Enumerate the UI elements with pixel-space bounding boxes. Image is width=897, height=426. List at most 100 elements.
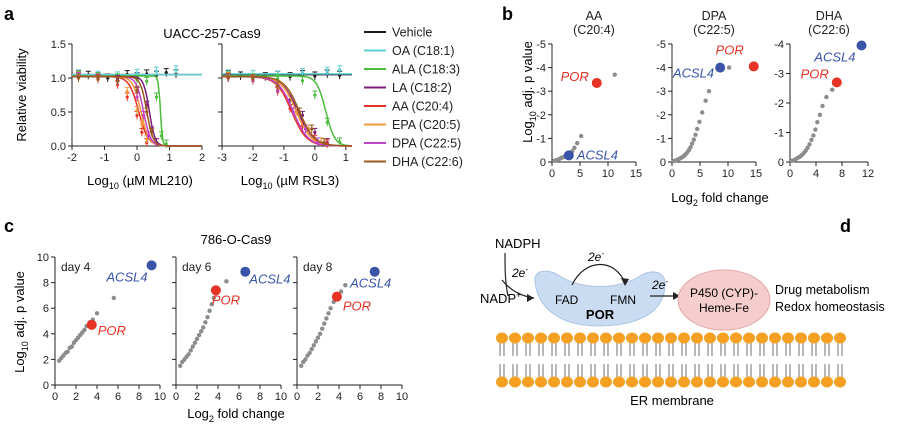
lipid-head — [561, 376, 573, 388]
lipid-head — [600, 332, 612, 344]
gene-point — [178, 363, 183, 368]
gene-point — [700, 110, 705, 115]
x-tick-label: 2 — [199, 152, 205, 164]
y-tick-label: 0 — [540, 157, 546, 169]
dose-point — [141, 113, 146, 117]
y-tick-label: -3 — [656, 86, 666, 98]
lipid-head — [665, 376, 677, 388]
lipid-head — [782, 332, 794, 344]
lipid-head — [717, 376, 729, 388]
x-tick-label: 2 — [315, 391, 321, 403]
gene-point — [190, 344, 195, 349]
volcano-title: DHA — [816, 9, 843, 23]
dose-point — [135, 71, 139, 75]
lipid-head — [522, 376, 534, 388]
gene-point — [205, 314, 210, 320]
lipid-head — [743, 332, 755, 344]
gene-point — [192, 340, 198, 345]
gene-point — [196, 332, 202, 338]
highlight-point — [331, 291, 342, 302]
lipid-head — [795, 332, 807, 344]
y-tick-label: -2 — [774, 98, 784, 110]
lipid-head — [600, 376, 612, 388]
volcano-subtitle: (C22:5) — [693, 23, 735, 37]
dose-point — [125, 90, 129, 94]
panel-c-letter: c — [4, 216, 14, 236]
dose-curve — [222, 75, 352, 147]
electron-label-3: 2e- — [651, 277, 668, 292]
lipid-head — [834, 376, 846, 388]
dose-point — [303, 127, 308, 131]
x-tick-label: 10 — [722, 168, 734, 180]
dose-curve — [72, 75, 202, 147]
dose-point — [145, 110, 149, 114]
gene-point — [813, 127, 818, 132]
y-tick-label: 4 — [43, 329, 49, 341]
dose-point — [154, 95, 159, 99]
gene-point — [211, 295, 216, 301]
highlight-label: POR — [343, 299, 371, 314]
panel-c-xlabel: Log2 fold change — [187, 406, 285, 424]
gene-point — [338, 289, 344, 294]
nadph-arrow — [504, 252, 509, 297]
dose-point — [164, 70, 168, 75]
gene-point — [303, 357, 308, 362]
panel-a-title: UACC-257-Cas9 — [163, 26, 261, 41]
dose-point — [140, 122, 144, 126]
dose-point — [251, 77, 255, 81]
y-tick-label: 0 — [43, 380, 49, 392]
gene-point — [726, 65, 732, 70]
gene-point — [320, 326, 325, 331]
lipid-head — [756, 332, 768, 344]
lipid-head — [717, 332, 729, 344]
gene-point — [706, 89, 712, 94]
dose-point — [146, 134, 150, 138]
lipid-head — [808, 376, 820, 388]
gene-point — [199, 329, 204, 334]
dose-point — [145, 137, 149, 141]
gene-point — [612, 72, 617, 77]
electron-label-1: 2e- — [511, 265, 528, 280]
y-tick-label: -2 — [536, 110, 546, 122]
x-tick-label: 0 — [294, 391, 300, 403]
highlight-label: ACSL4 — [576, 147, 618, 162]
lipid-head — [678, 332, 690, 344]
highlight-point — [591, 77, 602, 88]
panel-b-xlabel: Log2 fold change — [671, 190, 769, 208]
x-tick-label: 0 — [787, 168, 793, 180]
dose-point — [313, 74, 317, 78]
panel-c-title: 786-O-Cas9 — [201, 232, 272, 247]
x-tick-label: 0 — [52, 391, 58, 403]
er-membrane-bilayer — [496, 332, 846, 388]
lipid-head — [626, 376, 638, 388]
lipid-head — [743, 376, 755, 388]
lipid-head — [587, 332, 599, 344]
legend-entry: Vehicle — [392, 26, 432, 40]
y-tick-label: -4 — [536, 63, 546, 75]
dose-point — [338, 68, 342, 72]
lipid-head — [834, 332, 846, 344]
highlight-point — [86, 319, 97, 330]
y-tick-label: -4 — [774, 39, 784, 51]
day-label: day 4 — [61, 260, 91, 274]
fad-label: FAD — [555, 293, 579, 307]
gene-point — [309, 346, 314, 352]
dose-point — [154, 69, 159, 73]
x-tick-label: 0 — [549, 168, 555, 180]
gene-point — [820, 103, 825, 109]
gene-point — [201, 325, 206, 330]
viability-chart-rsl3: -3 -2 -1 0 1 — [217, 43, 353, 164]
lipid-head — [808, 332, 820, 344]
y-tick-label: -2 — [656, 110, 666, 122]
y-tick-label: 1.5 — [51, 39, 66, 51]
dose-point — [291, 110, 295, 114]
highlight-label: POR — [98, 323, 126, 338]
dose-point — [145, 79, 149, 83]
lipid-head — [678, 376, 690, 388]
volcano-subtitle: (C20:4) — [573, 23, 615, 37]
dose-point — [140, 130, 144, 134]
gene-point — [224, 279, 229, 284]
lipid-head — [626, 332, 638, 344]
scatter-day-8: 0 2 4 6 8 10 ACSL4 POR day 8 — [293, 256, 408, 403]
dose-point — [322, 141, 326, 145]
